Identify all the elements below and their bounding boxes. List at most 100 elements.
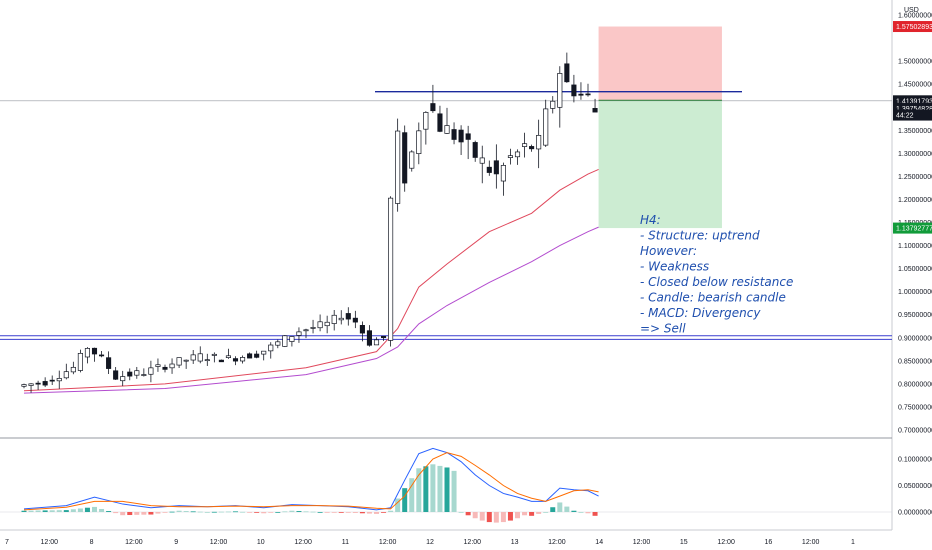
macd-histogram-bar [465,512,471,516]
price-tick-label: 0.95000000 [898,312,932,319]
macd-histogram-bar [218,511,224,513]
macd-histogram-bar [84,507,90,512]
candle-body [232,358,239,362]
time-tick-label: 11 [342,539,349,546]
candle-body [113,370,119,380]
macd-histogram-bar [77,508,83,512]
time-tick-label: 9 [174,539,178,546]
macd-histogram-bar [141,512,147,515]
candle-body [493,160,499,175]
macd-histogram-bar [240,511,246,513]
take-profit-zone[interactable] [598,100,722,229]
macd-tick-label: 0.10000000 [898,457,932,464]
time-axis[interactable]: 7 12:00 8 12:00 9 12:00 10 12:00 11 12:00 12 12:00 1… [5,539,855,546]
currency-label: USD [904,7,919,14]
price-tick-label: 0.90000000 [898,335,932,342]
ma-slow-line [23,226,599,394]
macd-histogram-bar [92,506,97,512]
macd-histogram-bar [402,488,408,512]
macd-histogram-bar [479,512,485,521]
macd-histogram-bar [169,511,175,513]
price-tick-label: 1.45000000 [898,82,932,89]
price-tag [893,95,932,107]
candle-body [98,354,105,357]
candle-body [352,317,358,323]
candle-body [338,317,344,321]
macd-histogram-bar [374,512,379,514]
macd-histogram-bar [268,512,274,513]
candle-body [409,151,415,169]
macd-histogram-bar [451,470,457,512]
candle-body [120,376,126,382]
macd-histogram-bar [345,512,351,513]
time-tick-label: 12:00 [717,539,735,546]
time-tick-label: 12:00 [210,539,228,546]
candle-body [70,366,76,373]
macd-histogram-bar [324,512,330,513]
stop-loss-zone[interactable] [598,26,722,101]
price-tick-label: 1.60000000 [898,13,932,20]
time-tick-label: 16 [765,539,773,546]
macd-histogram-bar [49,510,55,512]
candle-body [162,366,168,370]
macd-histogram-bar [70,509,76,512]
macd-histogram-bar [522,512,528,516]
ma-fast-line [23,169,599,392]
candle-body [444,125,450,134]
macd-histogram-bar [507,512,513,521]
macd-histogram-bar [395,498,401,512]
price-tick-label: 1.20000000 [898,197,932,204]
candle-body [225,355,232,358]
candle-body [197,353,203,362]
time-tick-label: 15 [680,539,688,546]
macd-histogram-bar [120,512,126,516]
candle-body [289,336,295,342]
candle-body [402,132,408,184]
macd-histogram-bar [197,511,203,513]
macd-histogram-bar [225,511,231,513]
macd-histogram-bar [42,510,48,512]
annotation-line: H4: [640,213,661,227]
candle-body [183,359,189,362]
candle-body [190,354,196,361]
time-tick-label: 7 [5,539,9,546]
candle-body [176,357,182,366]
candle-body [35,382,41,385]
candle-body [388,197,394,341]
macd-histogram-bar [543,512,549,513]
time-tick-label: 12:00 [294,539,312,546]
price-axis[interactable]: 1.600000001.500000001.450000001.40000000… [898,13,932,517]
candle-body [63,371,69,379]
time-tick-label: 12:00 [125,539,143,546]
candle-body [247,353,253,359]
macd-histogram-bar [35,510,41,512]
candle-body [84,348,91,358]
candle-body [303,329,309,332]
macd-histogram-bar [261,512,267,514]
macd-histogram-bar [113,512,119,514]
candle-body [106,357,112,369]
candle-body [296,331,302,336]
macd-histogram-bar [381,512,387,513]
candles-layer [21,52,598,393]
candle-body [486,166,492,173]
annotation-line: - Candle: bearish candle [640,291,786,305]
macd-histogram-bar [493,512,499,523]
candle-body [211,353,217,356]
candle-body [423,112,429,130]
annotation-line: - Closed below resistance [640,275,793,289]
candle-body [451,129,457,140]
macd-histogram-bar [275,512,281,513]
macd-tick-label: 0.05000000 [898,483,932,490]
price-tick-label: 1.50000000 [898,59,932,66]
candle-body [578,93,584,96]
candle-body [437,113,443,132]
macd-histogram-bar [486,512,492,523]
candle-body [500,165,506,182]
macd-histogram-bar [303,511,309,513]
candle-body [536,134,542,150]
candle-body [268,344,274,352]
candle-body [42,381,48,386]
time-tick-label: 10 [257,539,265,546]
